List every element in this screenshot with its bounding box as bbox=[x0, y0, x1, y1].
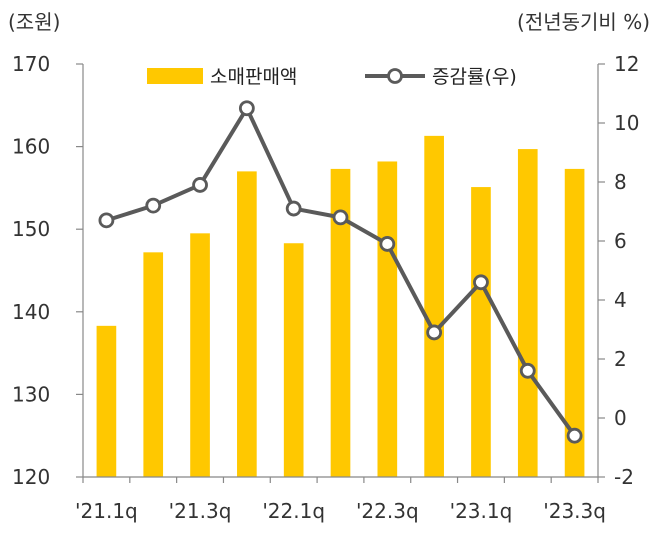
bar-22.3q bbox=[377, 161, 398, 477]
bar-21.1q bbox=[96, 325, 117, 477]
growth-rate-point bbox=[566, 427, 583, 444]
growth-rate-point bbox=[473, 274, 489, 291]
legend-line-label: 증감률(우) bbox=[432, 66, 517, 88]
right-tick-label: 12 bbox=[614, 52, 639, 76]
x-tick-label: '22.1q bbox=[262, 499, 325, 523]
right-tick-label: -2 bbox=[614, 465, 634, 489]
right-tick-label: 2 bbox=[614, 347, 627, 371]
x-tick-label: '23.3q bbox=[543, 499, 606, 523]
growth-rate-point bbox=[519, 362, 536, 379]
x-tick-label: '21.1q bbox=[75, 499, 138, 523]
right-tick-label: 0 bbox=[614, 406, 627, 430]
bar-21.2q bbox=[143, 252, 164, 477]
legend-bar-swatch bbox=[147, 68, 203, 84]
right-tick-label: 8 bbox=[614, 170, 627, 194]
bar-22.1q bbox=[283, 243, 304, 477]
bar-21.3q bbox=[190, 233, 210, 477]
left-tick-label: 130 bbox=[12, 382, 50, 406]
bar-23.1q bbox=[471, 187, 491, 477]
left-tick-label: 140 bbox=[12, 300, 50, 324]
growth-rate-point bbox=[98, 212, 115, 229]
bar-23.3q bbox=[564, 168, 585, 478]
x-tick-label: '23.1q bbox=[450, 499, 513, 523]
bar-22.4q bbox=[424, 135, 444, 477]
bar-21.4q bbox=[237, 171, 257, 477]
growth-rate-point bbox=[145, 197, 162, 214]
left-tick-label: 170 bbox=[12, 52, 50, 76]
right-tick-label: 10 bbox=[614, 111, 639, 135]
growth-rate-point bbox=[332, 209, 349, 226]
bar-22.2q bbox=[330, 168, 351, 478]
growth-rate-point bbox=[192, 177, 208, 193]
growth-rate-point bbox=[379, 236, 396, 252]
left-tick-label: 150 bbox=[12, 217, 50, 241]
right-axis-unit: (전년동기비 %) bbox=[517, 10, 650, 34]
growth-rate-point bbox=[238, 100, 255, 117]
x-tick-label: '22.3q bbox=[356, 499, 419, 523]
bar-23.2q bbox=[517, 149, 538, 477]
x-tick-label: '21.3q bbox=[169, 499, 232, 523]
growth-rate-point bbox=[285, 200, 302, 217]
left-axis-unit: (조원) bbox=[8, 10, 61, 34]
legend-bar-label: 소매판매액 bbox=[210, 66, 297, 88]
left-tick-label: 160 bbox=[12, 135, 50, 159]
growth-rate-point bbox=[426, 324, 443, 341]
right-tick-label: 6 bbox=[614, 229, 627, 253]
legend-line-marker bbox=[387, 68, 403, 84]
right-tick-label: 4 bbox=[614, 288, 627, 312]
left-tick-label: 120 bbox=[12, 465, 50, 489]
